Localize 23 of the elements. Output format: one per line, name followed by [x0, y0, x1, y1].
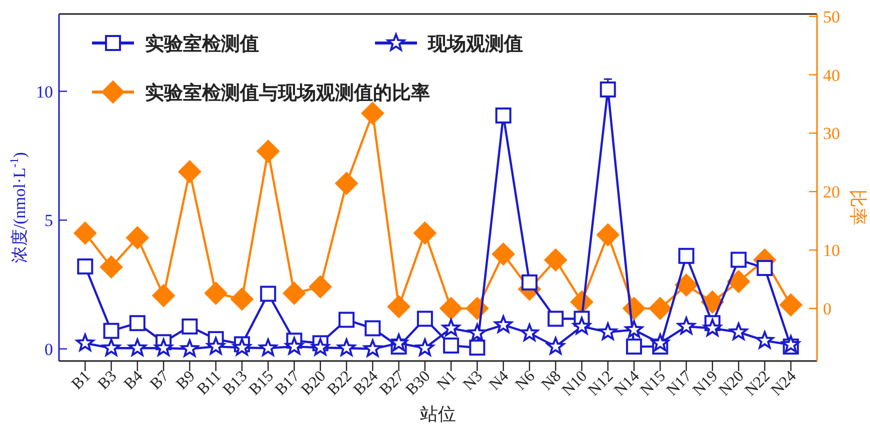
- legend-label: 现场观测值: [427, 34, 523, 55]
- x-tick-label: N4: [486, 368, 512, 394]
- x-tick-label: B7: [147, 368, 172, 394]
- x-tick-label: B30: [402, 368, 434, 399]
- y2-tick-label: 50: [823, 7, 840, 26]
- x-tick-label: N1: [434, 368, 460, 394]
- x-tick-label: B4: [121, 368, 146, 394]
- x-tick-label: B1: [68, 368, 94, 394]
- y2-tick-label: 20: [823, 182, 840, 202]
- x-tick-label: N3: [460, 368, 486, 394]
- y2-tick-label: 10: [823, 241, 840, 260]
- x-tick-label: B3: [94, 368, 120, 394]
- y-tick-label: 10: [36, 82, 53, 102]
- legend-label: 实验室检测值与现场观测值的比率: [145, 82, 430, 104]
- y2-tick-label: 0: [823, 299, 832, 318]
- legend-label: 实验室检测值: [145, 33, 259, 55]
- y-tick-label: 0: [44, 340, 53, 359]
- y2-tick-label: 40: [823, 66, 840, 85]
- y2-tick-label: 30: [823, 124, 840, 144]
- y-tick-label: 5: [44, 211, 53, 230]
- x-axis-title: 站位: [420, 404, 456, 424]
- y2-axis-title: 比率: [848, 190, 868, 226]
- x-tick-label: N6: [512, 368, 538, 394]
